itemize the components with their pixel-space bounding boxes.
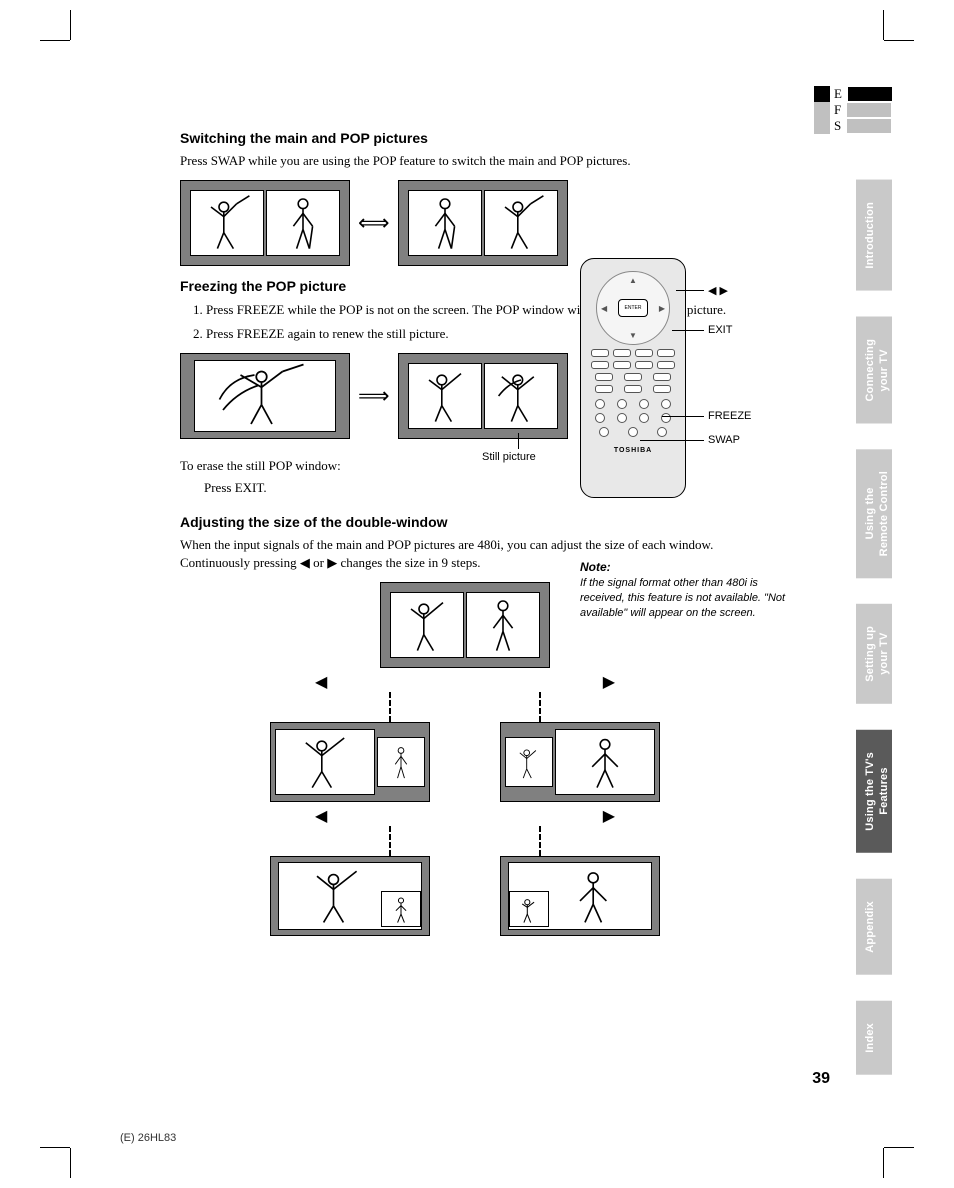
callout-line: [640, 440, 704, 441]
note-title: Note:: [580, 560, 790, 574]
side-nav-tabs: Introduction Connecting your TV Using th…: [856, 180, 892, 1074]
lang-s: S: [834, 118, 841, 134]
panel: [484, 190, 558, 256]
page-number: 39: [812, 1070, 830, 1088]
panel: [275, 729, 375, 795]
note-block: Note: If the signal format other than 48…: [580, 560, 790, 621]
still-picture-label: Still picture: [482, 451, 536, 463]
note-body: If the signal format other than 480i is …: [580, 576, 790, 621]
tv-left-bigger: [270, 722, 430, 802]
tv-split: [398, 353, 568, 439]
language-tabs: E F S: [814, 86, 892, 134]
callout-freeze: FREEZE: [708, 410, 751, 422]
remote-control: ENTER ▲ ▼ ◀ ▶ TOSHIBA: [580, 258, 686, 498]
panel: [390, 592, 464, 658]
tab-index[interactable]: Index: [856, 1001, 892, 1075]
heading-adjust: Adjusting the size of the double-window: [180, 514, 750, 530]
callout-line: [662, 416, 704, 417]
swap-illustration: ⟺: [180, 180, 750, 266]
tab-connecting[interactable]: Connecting your TV: [856, 317, 892, 424]
tv-after: [398, 180, 568, 266]
lang-e: E: [834, 86, 842, 102]
panel-golfer: [266, 190, 340, 256]
panel: [194, 360, 336, 432]
tv-right-bigger: [500, 722, 660, 802]
dpad: ENTER ▲ ▼ ◀ ▶: [596, 271, 670, 345]
triangle-right-icon: ▶: [603, 806, 615, 826]
tv-pip-right: [270, 856, 430, 936]
tab-features[interactable]: Using the TV's Features: [856, 730, 892, 853]
triangle-left-icon: ◀: [315, 806, 327, 826]
tv-full: [180, 353, 350, 439]
body-swap: Press SWAP while you are using the POP f…: [180, 152, 750, 170]
panel: [555, 729, 655, 795]
callout-line: [672, 330, 704, 331]
dashed-line: [539, 826, 541, 856]
adjust-illustration: ◀ ▶ ◀ ▶: [255, 582, 675, 936]
heading-swap: Switching the main and POP pictures: [180, 130, 750, 146]
tv-before: [180, 180, 350, 266]
panel: [408, 190, 482, 256]
panel-still: [484, 363, 558, 429]
brand-label: TOSHIBA: [589, 447, 677, 454]
enter-button[interactable]: ENTER: [618, 299, 648, 317]
dashed-line: [539, 692, 541, 722]
tab-remote[interactable]: Using the Remote Control: [856, 449, 892, 578]
main-content: Switching the main and POP pictures Pres…: [180, 130, 750, 936]
triangle-left-icon: ◀: [315, 672, 327, 692]
panel: [408, 363, 482, 429]
callout-line: [518, 433, 519, 449]
dashed-line: [389, 692, 391, 722]
swap-arrow-icon: ⟺: [356, 210, 392, 236]
panel: [466, 592, 540, 658]
footer-code: (E) 26HL83: [120, 1132, 176, 1144]
tab-introduction[interactable]: Introduction: [856, 180, 892, 291]
tv-equal: [380, 582, 550, 668]
remote-illustration: ENTER ▲ ▼ ◀ ▶ TOSHIBA ◀ ▶ EXIT FREEZE SW…: [580, 258, 760, 498]
callout-line: [676, 290, 704, 291]
panel: [377, 737, 425, 787]
lang-f: F: [834, 102, 841, 118]
callout-arrows: ◀ ▶: [708, 284, 728, 297]
tab-setting-up[interactable]: Setting up your TV: [856, 604, 892, 704]
tab-appendix[interactable]: Appendix: [856, 879, 892, 975]
tv-pip-left: [500, 856, 660, 936]
pip-panel: [509, 891, 549, 927]
dashed-line: [389, 826, 391, 856]
pip-panel: [381, 891, 421, 927]
arrow-right-icon: ⟹: [356, 383, 392, 409]
triangle-right-icon: ▶: [603, 672, 615, 692]
callout-exit: EXIT: [708, 324, 732, 336]
panel: [505, 737, 553, 787]
panel-batter: [190, 190, 264, 256]
callout-swap: SWAP: [708, 434, 740, 446]
